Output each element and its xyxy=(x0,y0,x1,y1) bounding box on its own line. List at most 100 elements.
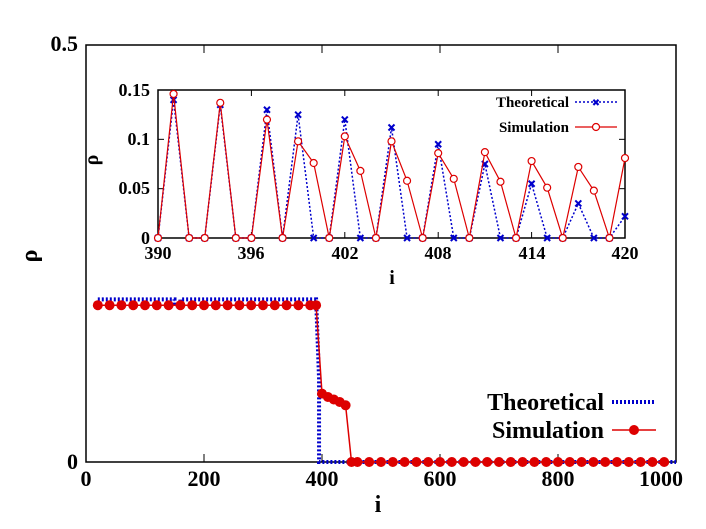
main-simulation-point xyxy=(163,300,174,311)
inset-simulation-point xyxy=(465,233,474,243)
main-simulation-point xyxy=(246,300,257,311)
main-simulation-point xyxy=(635,457,646,467)
main-simulation-point xyxy=(411,457,422,467)
inset-simulation-point xyxy=(309,158,318,168)
inset-simulation-point xyxy=(262,115,272,124)
inset-plot-frame xyxy=(157,89,626,239)
inset-theoretical-point xyxy=(169,96,178,104)
inset-simulation-point xyxy=(340,132,349,141)
inset-theoretical-point xyxy=(621,212,629,221)
main-xlabel: i xyxy=(375,492,382,518)
inset-simulation-point xyxy=(480,148,489,157)
main-simulation-point xyxy=(293,300,304,311)
inset-theoretical-point xyxy=(574,199,583,208)
main-simulation-point xyxy=(494,457,504,467)
main-legend-simulation-marker xyxy=(629,425,639,435)
main-simulation-point xyxy=(352,457,363,467)
main-simulation-point xyxy=(199,300,209,311)
main-simulation-point xyxy=(128,300,139,311)
inset-legend-theoretical-marker: ✖ xyxy=(592,98,600,109)
main-ytick-0.5: 0.5 xyxy=(51,31,79,56)
main-xtick-800: 800 xyxy=(542,466,575,491)
main-xtick-600: 600 xyxy=(424,466,457,491)
inset-simulation-point xyxy=(620,153,630,163)
inset-theoretical-point xyxy=(450,234,458,242)
main-xtick-1000: 1000 xyxy=(639,466,683,491)
main-simulation-point xyxy=(151,300,162,311)
main-simulation-point xyxy=(612,457,622,467)
inset-simulation-point xyxy=(418,233,427,243)
main-simulation-point xyxy=(541,457,552,467)
inset-xtick-414: 414 xyxy=(519,243,546,263)
inset-theoretical-point xyxy=(434,140,442,148)
inset-ytick-0.05: 0.05 xyxy=(119,178,151,198)
inset-xtick-402: 402 xyxy=(332,243,359,263)
main-legend-theoretical: Theoretical xyxy=(487,390,604,416)
inset-theoretical-point xyxy=(543,234,551,242)
main-simulation-point xyxy=(505,457,516,467)
inset-simulation-point xyxy=(200,233,209,243)
main-simulation-point xyxy=(311,300,322,311)
main-simulation-point xyxy=(364,457,375,467)
inset-xtick-396: 396 xyxy=(238,243,265,263)
main-simulation-point xyxy=(399,457,410,467)
main-simulation-point xyxy=(376,457,386,467)
inset-simulation-point xyxy=(185,233,194,243)
inset-simulation-point xyxy=(371,233,381,243)
inset-simulation-point xyxy=(574,162,583,172)
main-simulation-point xyxy=(187,300,198,311)
inset-simulation-point xyxy=(402,176,412,185)
main-legend-simulation: Simulation xyxy=(492,418,604,444)
main-series-theoretical-line xyxy=(97,297,676,464)
inset-theoretical-point xyxy=(403,234,411,242)
inset-series-group xyxy=(153,89,630,243)
inset-theoretical-point xyxy=(263,106,271,114)
main-simulation-point xyxy=(435,457,445,467)
main-simulation-point xyxy=(470,457,481,467)
inset-legend-simulation: Simulation xyxy=(499,120,570,136)
inset-theoretical-point xyxy=(387,123,396,132)
inset-simulation-point xyxy=(589,186,598,195)
inset-simulation-point xyxy=(247,233,256,243)
main-simulation-point xyxy=(600,457,611,467)
inset-simulation-point xyxy=(216,98,225,107)
main-simulation-point xyxy=(647,457,658,467)
main-simulation-point xyxy=(116,300,127,311)
main-simulation-point xyxy=(564,457,575,467)
inset-theoretical-point xyxy=(294,110,302,119)
main-simulation-point xyxy=(482,457,493,467)
main-simulation-point xyxy=(517,457,528,467)
main-simulation-point xyxy=(210,300,221,311)
inset-simulation-point xyxy=(153,233,163,243)
inset-simulation-point xyxy=(449,174,458,183)
main-simulation-point xyxy=(576,457,587,467)
inset-simulation-point xyxy=(278,233,287,243)
inset-simulation-point xyxy=(543,183,552,192)
main-simulation-point xyxy=(92,300,103,311)
main-simulation-point xyxy=(446,457,457,467)
main-simulation-point xyxy=(623,457,634,467)
inset-theoretical-point xyxy=(527,180,536,188)
inset-xtick-420: 420 xyxy=(612,243,639,263)
main-simulation-point xyxy=(175,300,186,311)
inset-ytick-0.1: 0.1 xyxy=(128,129,151,149)
inset-simulation-point xyxy=(169,89,178,99)
main-simulation-point xyxy=(140,300,150,311)
inset-simulation-point xyxy=(294,137,303,146)
main-simulation-point xyxy=(588,457,599,467)
inset-theoretical-point xyxy=(356,234,365,242)
inset-simulation-point xyxy=(527,156,536,166)
main-simulation-point xyxy=(340,400,351,411)
inset-xtick-408: 408 xyxy=(425,243,452,263)
inset-theoretical-point xyxy=(590,234,598,242)
inset-simulation-point xyxy=(434,149,443,158)
main-xtick-400: 400 xyxy=(306,466,339,491)
inset-ylabel: ρ xyxy=(81,155,103,166)
main-tick-group xyxy=(85,44,677,463)
inset-simulation-point xyxy=(231,233,240,243)
inset-simulation-point xyxy=(511,233,521,243)
inset-theoretical-point xyxy=(496,234,505,242)
inset-simulation-point xyxy=(496,177,505,186)
main-ytick-0: 0 xyxy=(67,449,78,474)
